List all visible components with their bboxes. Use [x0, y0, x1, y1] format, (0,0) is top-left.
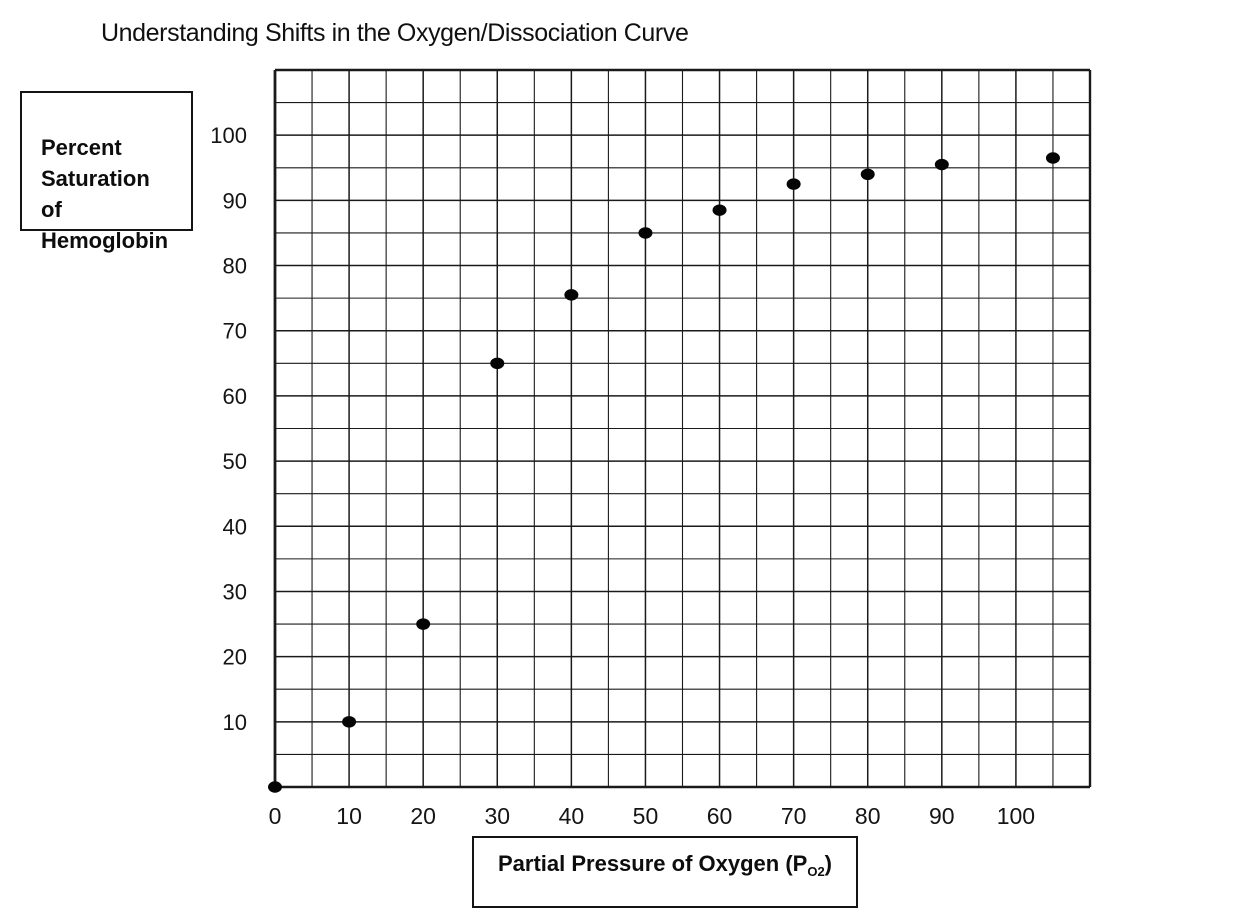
x-tick-label: 90: [929, 803, 955, 829]
y-tick-label: 10: [223, 710, 247, 735]
y-axis-label: Percent Saturation of Hemoglobin: [41, 135, 169, 253]
x-tick-label: 70: [781, 803, 807, 829]
x-tick-label: 0: [269, 803, 282, 829]
x-tick-label: 40: [559, 803, 585, 829]
data-point: [1045, 152, 1060, 164]
data-point: [712, 204, 727, 216]
data-point: [638, 227, 653, 239]
y-axis-label-box: Percent Saturation of Hemoglobin: [20, 91, 193, 253]
x-tick-label: 60: [707, 803, 733, 829]
x-axis-label-subscript: O2: [807, 864, 825, 879]
data-point: [342, 716, 357, 728]
data-point: [490, 357, 505, 370]
y-tick-label: 50: [223, 449, 247, 474]
data-point: [786, 178, 801, 190]
x-tick-label: 100: [997, 803, 1035, 829]
y-tick-label: 100: [210, 123, 247, 148]
x-axis-label-box: Partial Pressure of Oxygen (PO2): [472, 836, 858, 908]
data-point: [416, 618, 431, 630]
chart-title: Understanding Shifts in the Oxygen/Disso…: [101, 19, 689, 47]
data-point: [268, 781, 282, 793]
y-tick-label: 30: [223, 579, 247, 604]
y-tick-label: 80: [223, 254, 247, 279]
y-tick-label: 40: [223, 514, 247, 539]
data-point: [934, 158, 949, 171]
x-tick-label: 10: [336, 803, 362, 829]
data-point: [860, 168, 875, 180]
grid-lines: [273, 68, 1092, 789]
x-tick-label: 20: [410, 803, 436, 829]
x-axis-label-close-paren: ): [824, 851, 832, 876]
y-axis-tick-labels: 10 20 30 40 50 60 70 80 90 100: [210, 123, 247, 735]
data-points: [268, 152, 1060, 793]
y-tick-label: 70: [223, 319, 247, 344]
x-tick-label: 30: [484, 803, 510, 829]
x-tick-label: 80: [855, 803, 881, 829]
x-tick-label: 50: [633, 803, 659, 829]
x-axis-tick-labels: 0 10 20 30 40 50 60 70 80 90 100: [269, 803, 1035, 829]
x-axis-label-text: Partial Pressure of Oxygen (P: [497, 851, 808, 876]
y-tick-label: 60: [223, 384, 247, 409]
data-point: [564, 289, 579, 301]
y-tick-label: 20: [223, 645, 247, 670]
y-tick-label: 90: [223, 188, 247, 213]
